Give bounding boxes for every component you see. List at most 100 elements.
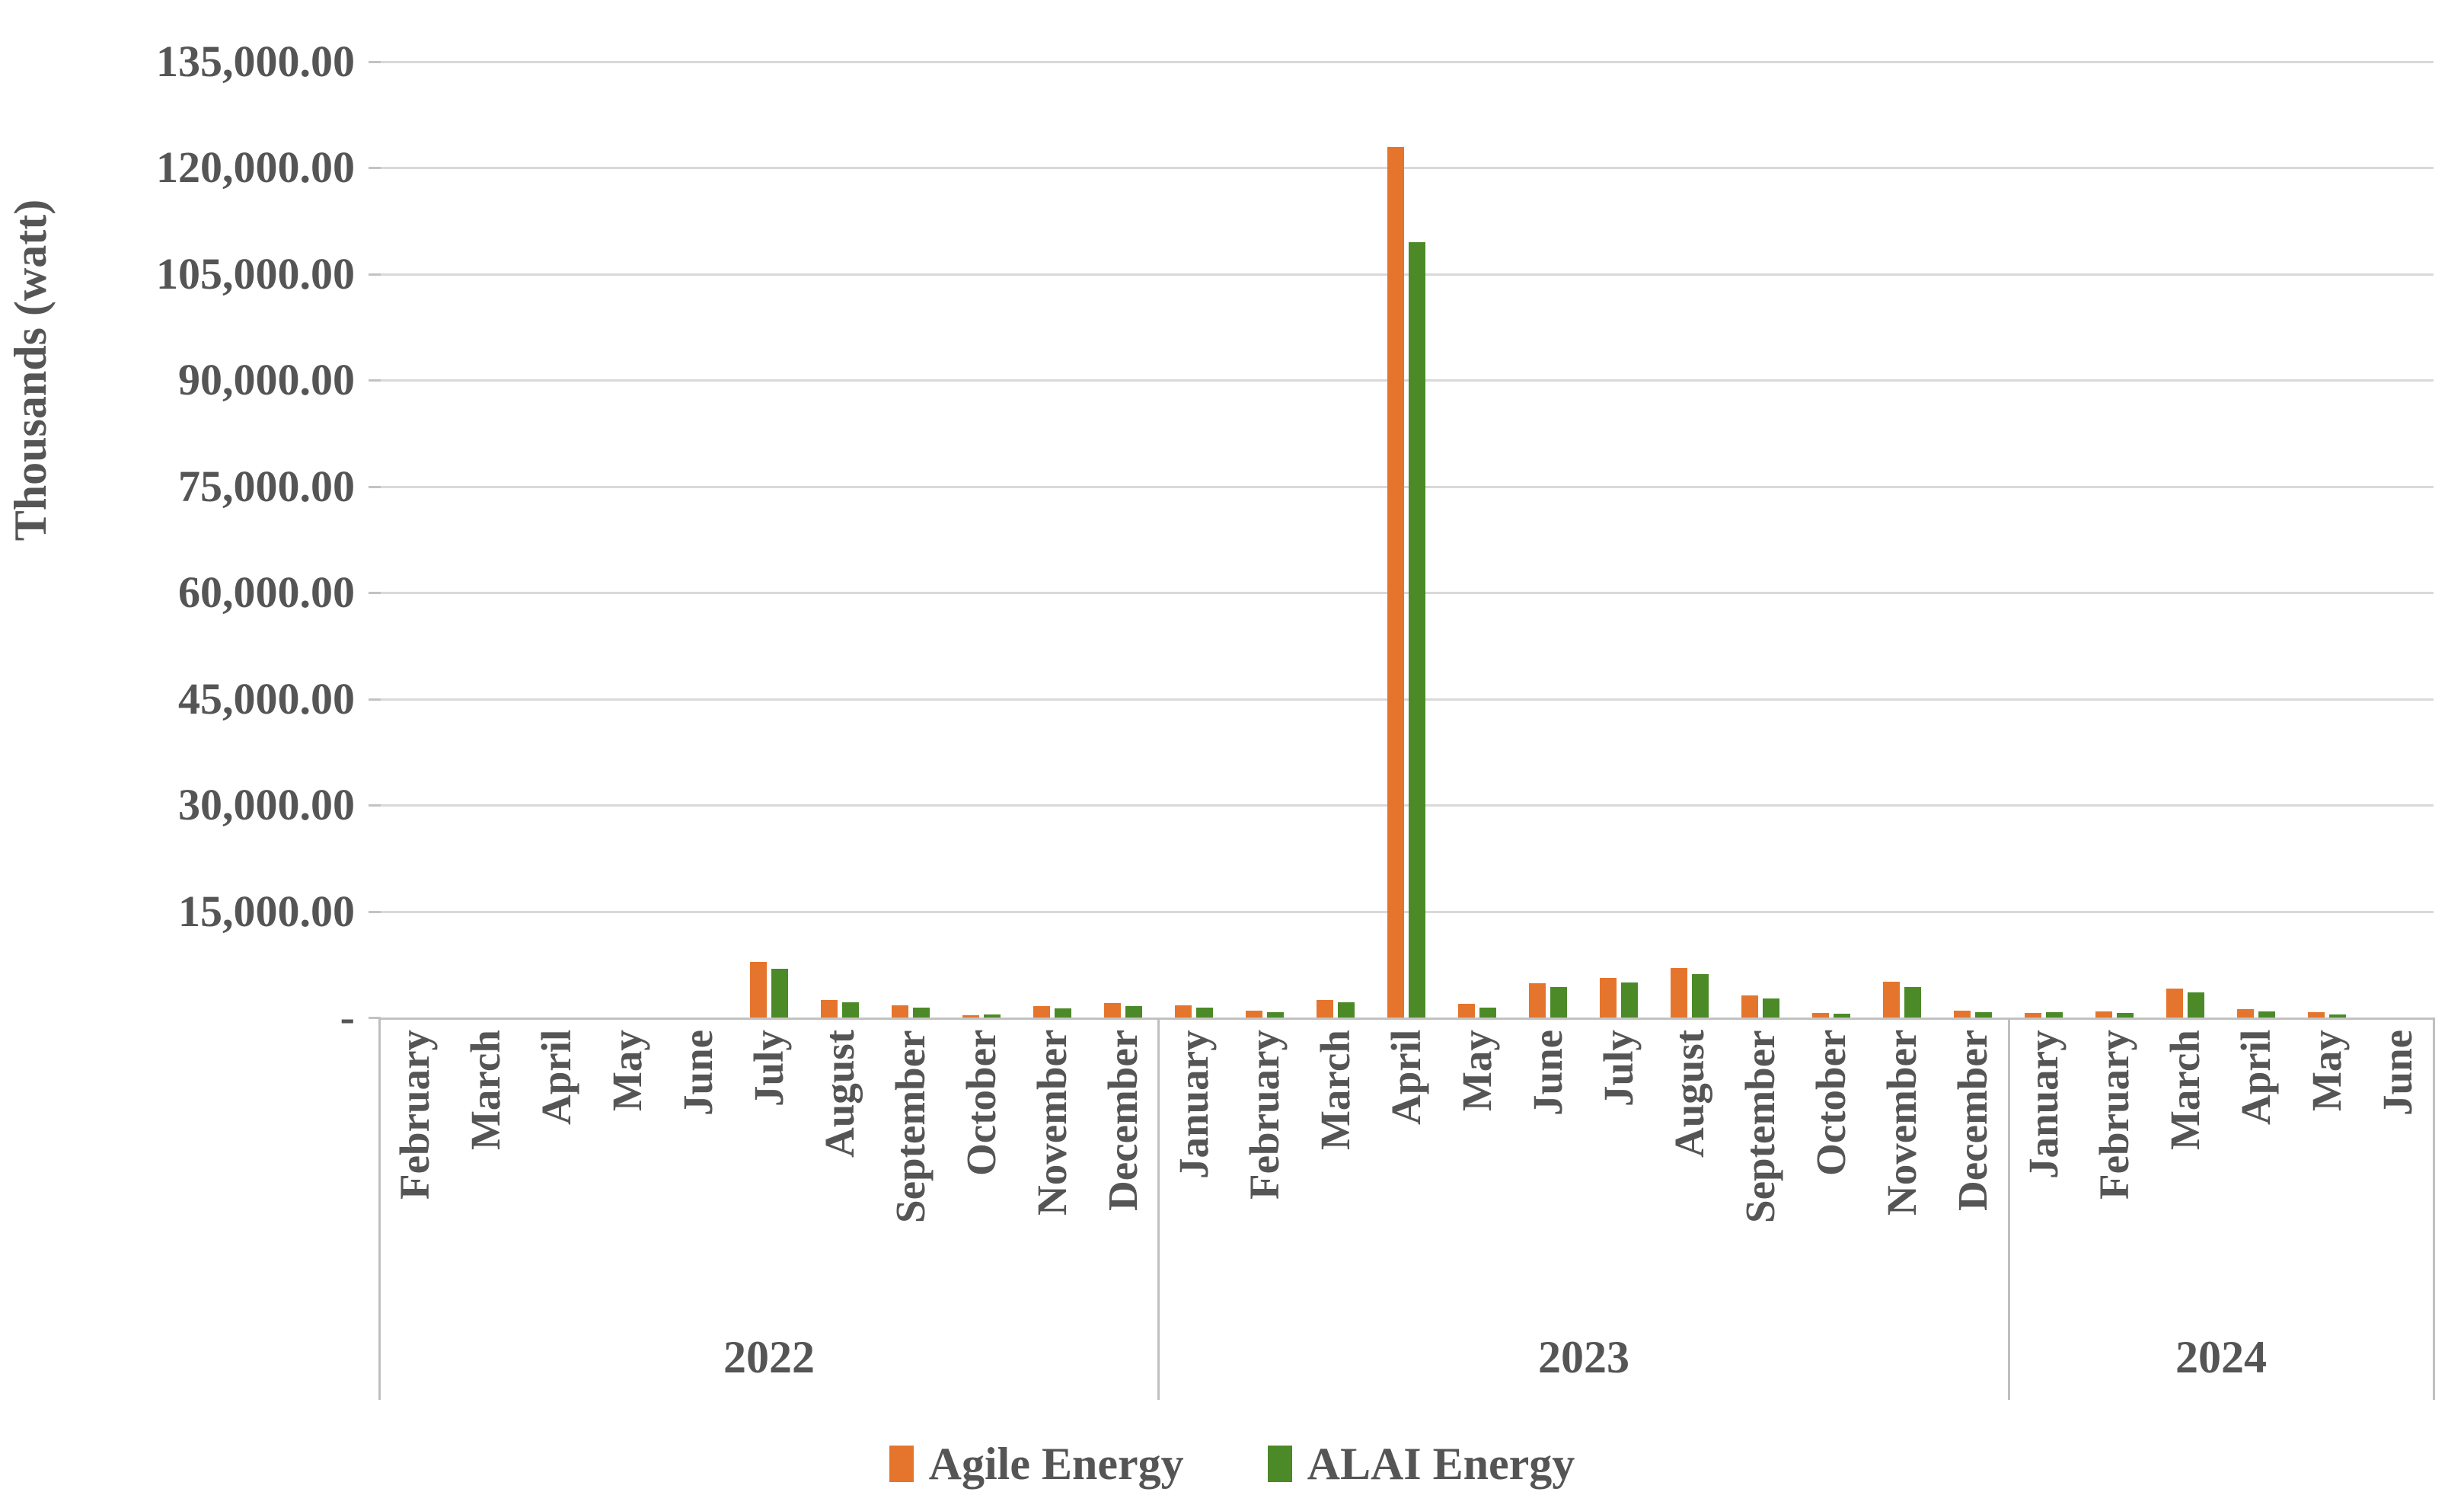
month-label: May — [1454, 1030, 1500, 1111]
y-axis-tickmark — [369, 804, 381, 807]
y-axis-tickmark — [369, 379, 381, 382]
bar-alai-energy — [913, 1008, 930, 1018]
month-label: March — [1312, 1030, 1358, 1150]
year-separator — [2008, 1018, 2010, 1400]
bar-agile-energy — [1387, 147, 1404, 1018]
bar-agile-energy — [1458, 1004, 1475, 1018]
year-label: 2023 — [1538, 1332, 1629, 1382]
bar-alai-energy — [2046, 1012, 2063, 1018]
month-label: April — [2233, 1030, 2279, 1126]
bar-agile-energy — [1600, 978, 1617, 1018]
y-tick-label: 60,000.00 — [178, 567, 355, 617]
bar-alai-energy — [1267, 1012, 1284, 1018]
x-axis-line — [379, 1018, 2434, 1020]
month-label: July — [745, 1030, 792, 1107]
bar-alai-energy — [771, 969, 788, 1018]
year-separator — [378, 1018, 381, 1400]
month-label: June — [2374, 1030, 2421, 1117]
bar-alai-energy — [2329, 1014, 2346, 1018]
y-tick-label: 135,000.00 — [156, 37, 355, 86]
bar-agile-energy — [1954, 1011, 1971, 1018]
bar-agile-energy — [2308, 1012, 2325, 1018]
bar-agile-energy — [1671, 968, 1687, 1018]
month-label: May — [604, 1030, 650, 1111]
bar-alai-energy — [1409, 242, 1425, 1018]
bar-agile-energy — [1883, 982, 1900, 1018]
bar-alai-energy — [984, 1014, 1001, 1018]
month-label: October — [958, 1030, 1004, 1177]
y-axis-tickmark — [369, 592, 381, 594]
year-separator — [2433, 1018, 2435, 1400]
month-label: February — [1241, 1030, 1288, 1200]
y-tick-label: 120,000.00 — [156, 142, 355, 192]
bar-agile-energy — [2237, 1009, 2254, 1018]
y-axis-tickmark — [369, 61, 381, 63]
month-label: February — [2091, 1030, 2137, 1200]
month-label: December — [1100, 1030, 1146, 1212]
y-axis-tickmark — [369, 273, 381, 276]
y-tick-label: 30,000.00 — [178, 780, 355, 829]
gridline — [379, 804, 2434, 807]
y-axis-tickmark — [369, 1017, 381, 1019]
gridline — [379, 486, 2434, 488]
y-axis-tickmark — [369, 911, 381, 913]
bar-agile-energy — [1741, 995, 1758, 1018]
bar-alai-energy — [1550, 987, 1567, 1018]
month-label: January — [1170, 1030, 1217, 1179]
month-label: July — [1595, 1030, 1642, 1107]
gridline — [379, 61, 2434, 63]
legend-swatch-icon — [889, 1446, 914, 1482]
legend-label: Agile Energy — [928, 1438, 1184, 1489]
month-label: September — [887, 1030, 934, 1223]
bar-agile-energy — [1246, 1011, 1262, 1018]
bar-alai-energy — [2188, 992, 2204, 1018]
gridline — [379, 592, 2434, 594]
year-label: 2022 — [723, 1332, 815, 1382]
month-label: April — [533, 1030, 579, 1126]
month-label: May — [2303, 1030, 2350, 1111]
y-tick-label: 105,000.00 — [156, 249, 355, 299]
month-label: June — [675, 1030, 721, 1117]
month-label: September — [1737, 1030, 1783, 1223]
y-axis-tickmark — [369, 698, 381, 701]
gridline — [379, 167, 2434, 169]
bar-alai-energy — [1621, 982, 1638, 1018]
bar-agile-energy — [821, 1000, 838, 1018]
bar-alai-energy — [1904, 987, 1921, 1018]
month-label: January — [2020, 1030, 2067, 1179]
legend-label: ALAI Energy — [1307, 1438, 1575, 1489]
month-label: November — [1878, 1030, 1925, 1216]
bar-agile-energy — [962, 1015, 979, 1018]
bar-alai-energy — [1975, 1012, 1992, 1018]
month-label: April — [1383, 1030, 1429, 1126]
bar-alai-energy — [1125, 1006, 1142, 1018]
month-label: November — [1029, 1030, 1075, 1216]
bar-agile-energy — [1175, 1005, 1192, 1018]
bar-alai-energy — [1338, 1002, 1355, 1018]
bar-agile-energy — [1529, 983, 1546, 1018]
y-axis-tickmark — [369, 167, 381, 169]
bar-alai-energy — [1479, 1008, 1496, 1018]
y-tick-label: 75,000.00 — [178, 462, 355, 511]
bar-agile-energy — [2095, 1011, 2112, 1018]
bar-agile-energy — [2025, 1013, 2041, 1018]
month-label: June — [1524, 1030, 1571, 1117]
y-axis-tickmark — [369, 486, 381, 488]
bar-agile-energy — [1317, 1000, 1333, 1018]
year-label: 2024 — [2175, 1332, 2267, 1382]
legend-item: Agile Energy — [889, 1438, 1184, 1490]
y-tick-label: 90,000.00 — [178, 355, 355, 404]
y-tick-label: 45,000.00 — [178, 674, 355, 724]
bar-agile-energy — [1812, 1013, 1829, 1018]
month-label: October — [1808, 1030, 1854, 1177]
bar-alai-energy — [2258, 1011, 2275, 1018]
y-tick-label: 15,000.00 — [178, 887, 355, 936]
bar-alai-energy — [1196, 1008, 1213, 1018]
month-label: March — [462, 1030, 509, 1150]
gridline — [379, 273, 2434, 276]
bar-agile-energy — [750, 962, 767, 1018]
gridline — [379, 379, 2434, 382]
bar-alai-energy — [2117, 1013, 2134, 1018]
y-tick-label: - — [340, 992, 355, 1042]
